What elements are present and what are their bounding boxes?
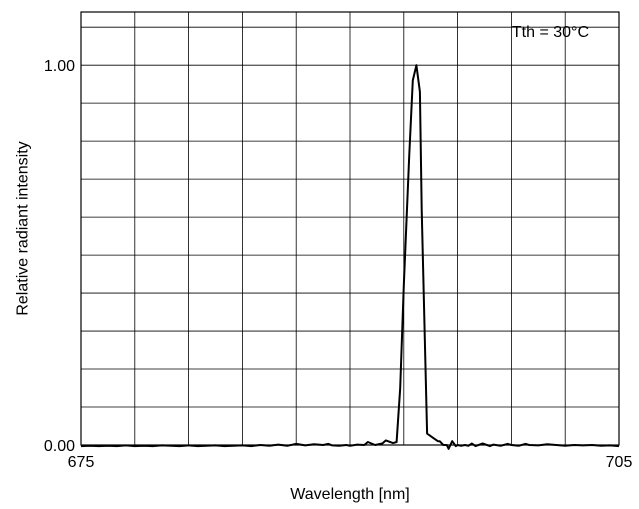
x-axis-title: Wavelength [nm] xyxy=(290,486,409,503)
y-tick-label: 0.00 xyxy=(44,438,75,455)
grid-lines xyxy=(81,12,619,445)
x-tick-label: 675 xyxy=(68,454,95,471)
tick-labels: 675 705 0.00 1.00 xyxy=(44,58,633,471)
y-axis-title: Relative radiant intensity xyxy=(15,141,32,315)
x-tick-label: 705 xyxy=(606,454,633,471)
temperature-annotation: Tth = 30°C xyxy=(512,24,589,41)
y-tick-label: 1.00 xyxy=(44,58,75,75)
intensity-line xyxy=(80,64,620,450)
